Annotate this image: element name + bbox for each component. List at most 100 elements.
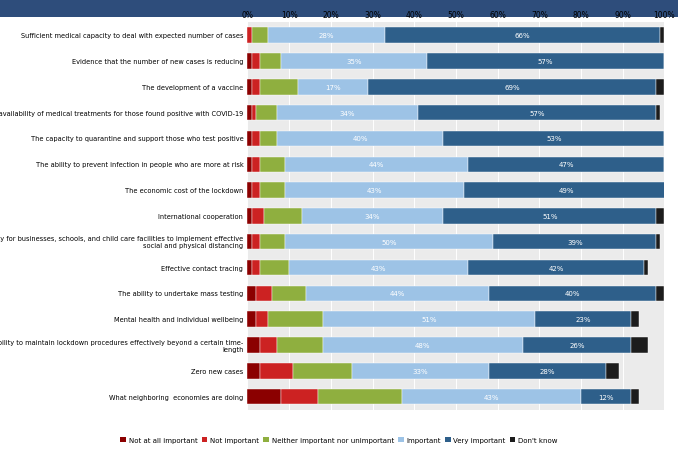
Bar bbox=[252, 157, 260, 173]
Legend: Not at all important, Not important, Neither important nor unimportant, Importan: Not at all important, Not important, Nei… bbox=[118, 434, 560, 446]
Bar bbox=[264, 209, 302, 224]
Bar bbox=[664, 54, 669, 69]
Bar bbox=[247, 260, 252, 276]
Text: 39%: 39% bbox=[567, 239, 582, 245]
Text: 57%: 57% bbox=[538, 59, 553, 65]
Bar bbox=[523, 338, 631, 353]
Bar bbox=[631, 389, 639, 405]
Bar bbox=[402, 389, 581, 405]
Bar bbox=[443, 131, 664, 147]
Bar bbox=[426, 54, 664, 69]
Bar bbox=[418, 106, 656, 121]
Bar bbox=[247, 131, 252, 147]
Bar bbox=[252, 260, 260, 276]
Text: 40%: 40% bbox=[565, 291, 580, 297]
Text: 66%: 66% bbox=[515, 33, 530, 39]
Bar bbox=[252, 80, 260, 95]
Text: 17%: 17% bbox=[325, 85, 341, 91]
Bar bbox=[656, 209, 664, 224]
Text: 44%: 44% bbox=[369, 162, 384, 168]
Text: 42%: 42% bbox=[549, 265, 563, 271]
Text: 12%: 12% bbox=[598, 394, 614, 400]
Bar bbox=[581, 389, 631, 405]
Bar bbox=[247, 157, 252, 173]
Text: 49%: 49% bbox=[559, 188, 574, 194]
Bar bbox=[664, 157, 669, 173]
Bar bbox=[252, 234, 260, 250]
Text: 47%: 47% bbox=[559, 162, 574, 168]
Text: 33%: 33% bbox=[413, 368, 428, 374]
Bar bbox=[656, 234, 660, 250]
Text: 53%: 53% bbox=[546, 136, 561, 142]
Bar bbox=[385, 28, 660, 44]
Bar bbox=[260, 234, 285, 250]
Bar bbox=[247, 106, 252, 121]
Bar bbox=[323, 338, 523, 353]
Bar bbox=[247, 80, 252, 95]
Bar bbox=[606, 363, 618, 379]
Bar bbox=[535, 312, 631, 327]
Bar bbox=[256, 312, 268, 327]
Bar bbox=[294, 363, 352, 379]
Text: 26%: 26% bbox=[569, 342, 584, 348]
Text: 51%: 51% bbox=[421, 317, 437, 323]
Bar bbox=[468, 260, 643, 276]
Bar bbox=[252, 183, 260, 199]
Text: 35%: 35% bbox=[346, 59, 361, 65]
Bar bbox=[247, 286, 256, 301]
Bar bbox=[247, 183, 252, 199]
Bar bbox=[302, 209, 443, 224]
Bar bbox=[260, 363, 294, 379]
Text: 23%: 23% bbox=[576, 317, 591, 323]
Text: 28%: 28% bbox=[540, 368, 555, 374]
Bar bbox=[656, 286, 664, 301]
Bar bbox=[660, 28, 664, 44]
Bar bbox=[268, 312, 323, 327]
Bar bbox=[631, 338, 647, 353]
Bar bbox=[247, 363, 260, 379]
Bar bbox=[260, 54, 281, 69]
Bar bbox=[490, 363, 606, 379]
Bar bbox=[281, 389, 319, 405]
Bar bbox=[252, 106, 256, 121]
Text: 51%: 51% bbox=[542, 213, 557, 219]
Bar bbox=[260, 157, 285, 173]
Bar bbox=[247, 338, 260, 353]
Bar bbox=[656, 106, 660, 121]
Bar bbox=[268, 28, 385, 44]
Bar bbox=[247, 54, 252, 69]
Bar bbox=[256, 106, 277, 121]
Text: 57%: 57% bbox=[530, 110, 545, 116]
Bar bbox=[260, 338, 277, 353]
Bar bbox=[252, 131, 260, 147]
Text: 44%: 44% bbox=[390, 291, 405, 297]
Bar bbox=[494, 234, 656, 250]
Bar bbox=[664, 131, 669, 147]
Bar bbox=[352, 363, 490, 379]
Bar bbox=[443, 209, 656, 224]
Bar bbox=[260, 131, 277, 147]
Bar bbox=[256, 286, 273, 301]
Text: 28%: 28% bbox=[319, 33, 334, 39]
Bar bbox=[631, 312, 639, 327]
Bar bbox=[273, 286, 306, 301]
Bar bbox=[468, 157, 664, 173]
Bar bbox=[289, 260, 468, 276]
Bar bbox=[277, 131, 443, 147]
Bar bbox=[656, 80, 664, 95]
Text: 50%: 50% bbox=[382, 239, 397, 245]
Text: 43%: 43% bbox=[483, 394, 499, 400]
Bar bbox=[643, 260, 647, 276]
Text: 69%: 69% bbox=[504, 85, 520, 91]
Bar bbox=[285, 157, 468, 173]
Bar bbox=[319, 389, 402, 405]
Text: 48%: 48% bbox=[415, 342, 431, 348]
Bar bbox=[285, 234, 494, 250]
Bar bbox=[368, 80, 656, 95]
Bar bbox=[323, 312, 535, 327]
Text: 40%: 40% bbox=[353, 136, 367, 142]
Bar bbox=[298, 80, 368, 95]
Bar bbox=[281, 54, 426, 69]
Bar bbox=[247, 209, 252, 224]
Text: 43%: 43% bbox=[371, 265, 386, 271]
